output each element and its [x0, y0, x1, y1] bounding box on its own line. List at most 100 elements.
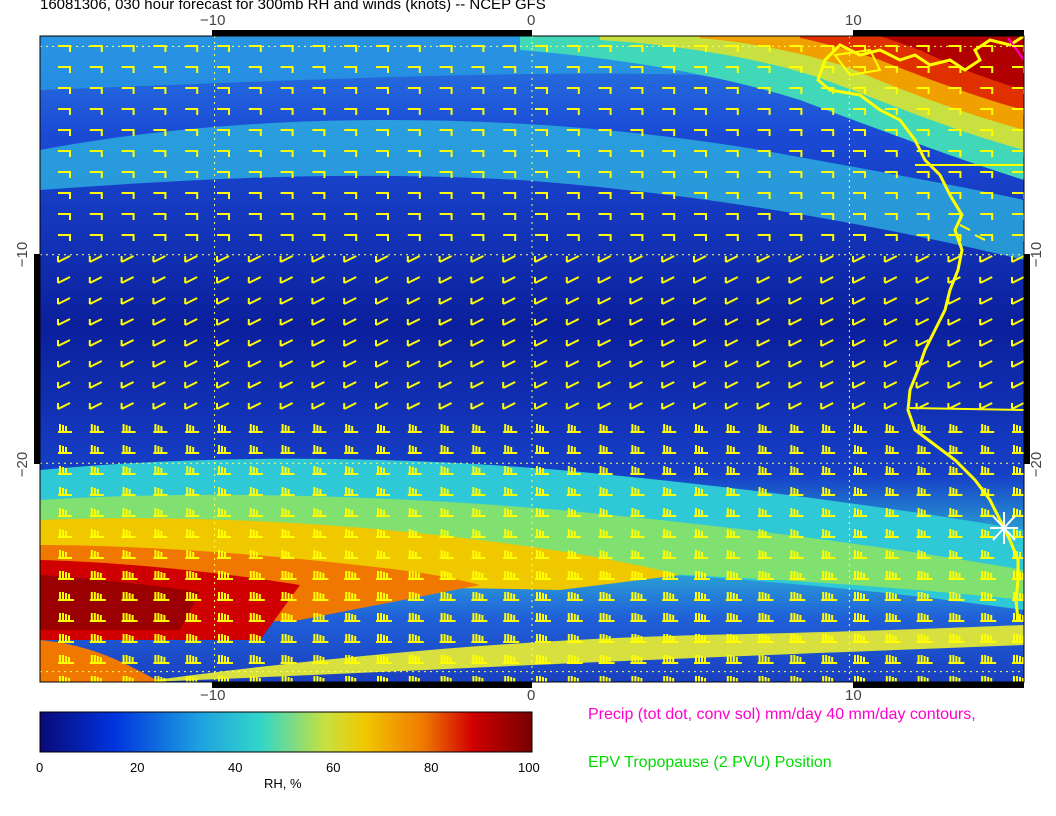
wind-barb [662, 45, 676, 52]
wind-barb [915, 381, 930, 389]
wind-barb [312, 234, 326, 241]
wind-barb [535, 192, 548, 199]
wind-barb [884, 508, 899, 517]
wind-barb [662, 424, 677, 433]
wind-barb [598, 571, 615, 580]
wind-barb [375, 318, 389, 326]
wind-barb [630, 213, 644, 220]
wind-barb [470, 339, 484, 347]
wind-barb [216, 276, 230, 284]
wind-barb [376, 45, 389, 52]
wind-barb [312, 550, 327, 559]
wind-barb [565, 318, 580, 326]
wind-barb [566, 192, 580, 199]
wind-barb [598, 129, 612, 136]
wind-barb [344, 445, 359, 454]
wind-barb [153, 45, 167, 52]
wind-barb [312, 66, 326, 73]
wind-barb [534, 255, 548, 263]
wind-barb [629, 276, 643, 284]
wind-barb [598, 613, 615, 622]
wind-barb [280, 171, 294, 178]
wind-barb [535, 634, 551, 643]
wind-barb [121, 424, 136, 433]
wind-barb [566, 213, 580, 220]
wind-barb [439, 529, 454, 538]
wind-barb [247, 360, 262, 368]
wind-barb [217, 466, 231, 475]
wind-barb [598, 234, 612, 241]
wind-barb [757, 634, 774, 643]
wind-barb [948, 634, 965, 643]
wind-barb [248, 508, 263, 517]
wind-barb [853, 45, 866, 52]
wind-barb [853, 213, 866, 220]
y-tick-right-1: −10 [1028, 241, 1046, 268]
wind-barb [153, 213, 167, 220]
wind-barb [535, 550, 549, 559]
wind-barb [597, 339, 612, 347]
wind-barb [629, 381, 643, 389]
wind-barb [407, 150, 421, 157]
wind-barb [471, 613, 488, 622]
wind-barb [535, 613, 551, 622]
wind-barb [503, 571, 520, 580]
wind-barb [88, 276, 103, 284]
wind-barb [343, 276, 357, 284]
wind-barb [757, 234, 771, 241]
wind-barb [344, 213, 358, 220]
wind-barb [565, 402, 580, 410]
wind-barb [821, 529, 836, 538]
wind-barb [343, 402, 357, 410]
wind-barb [407, 171, 421, 178]
wind-barb [821, 129, 835, 136]
wind-barb [375, 402, 389, 410]
wind-barb [884, 108, 898, 115]
wind-barb [947, 402, 961, 410]
wind-barb [1012, 466, 1024, 475]
wind-barb [120, 381, 135, 389]
wind-barb [376, 129, 389, 136]
wind-barb [822, 676, 834, 682]
wind-barb [629, 339, 643, 347]
wind-barb [916, 466, 931, 475]
wind-barb [1012, 129, 1024, 136]
wind-barb [406, 339, 421, 347]
wind-barb [248, 66, 262, 73]
wind-barb [662, 655, 679, 664]
wind-barb [789, 45, 803, 52]
wind-barb [980, 129, 994, 136]
wind-barb [853, 150, 866, 157]
wind-barb [852, 255, 866, 263]
wind-barb [503, 87, 517, 94]
wind-barb [470, 276, 484, 284]
wind-barb [185, 234, 199, 241]
wind-barb [852, 318, 866, 326]
wind-barb [120, 402, 135, 410]
wind-barb [121, 529, 136, 538]
wind-barb [789, 129, 803, 136]
wind-barb [58, 129, 71, 136]
wind-barb [694, 150, 707, 157]
wind-barb [312, 45, 326, 52]
wind-barb [724, 339, 739, 347]
wind-barb [980, 66, 994, 73]
coastline [816, 36, 1024, 621]
wind-barb [343, 339, 357, 347]
wind-barb [407, 129, 421, 136]
wind-barb [566, 150, 580, 157]
wind-barb [1012, 108, 1024, 115]
wind-barb [916, 192, 930, 199]
wind-barb [280, 550, 295, 559]
wind-barb [535, 466, 549, 475]
x-tick-top-1: −10 [200, 12, 226, 29]
wind-barb [884, 150, 898, 157]
wind-barb [280, 424, 295, 433]
wind-barb [790, 676, 802, 682]
wind-barb [725, 129, 739, 136]
wind-barb [662, 213, 676, 220]
wind-barb [630, 66, 644, 73]
wind-barb [344, 571, 361, 580]
wind-barb [789, 445, 804, 454]
